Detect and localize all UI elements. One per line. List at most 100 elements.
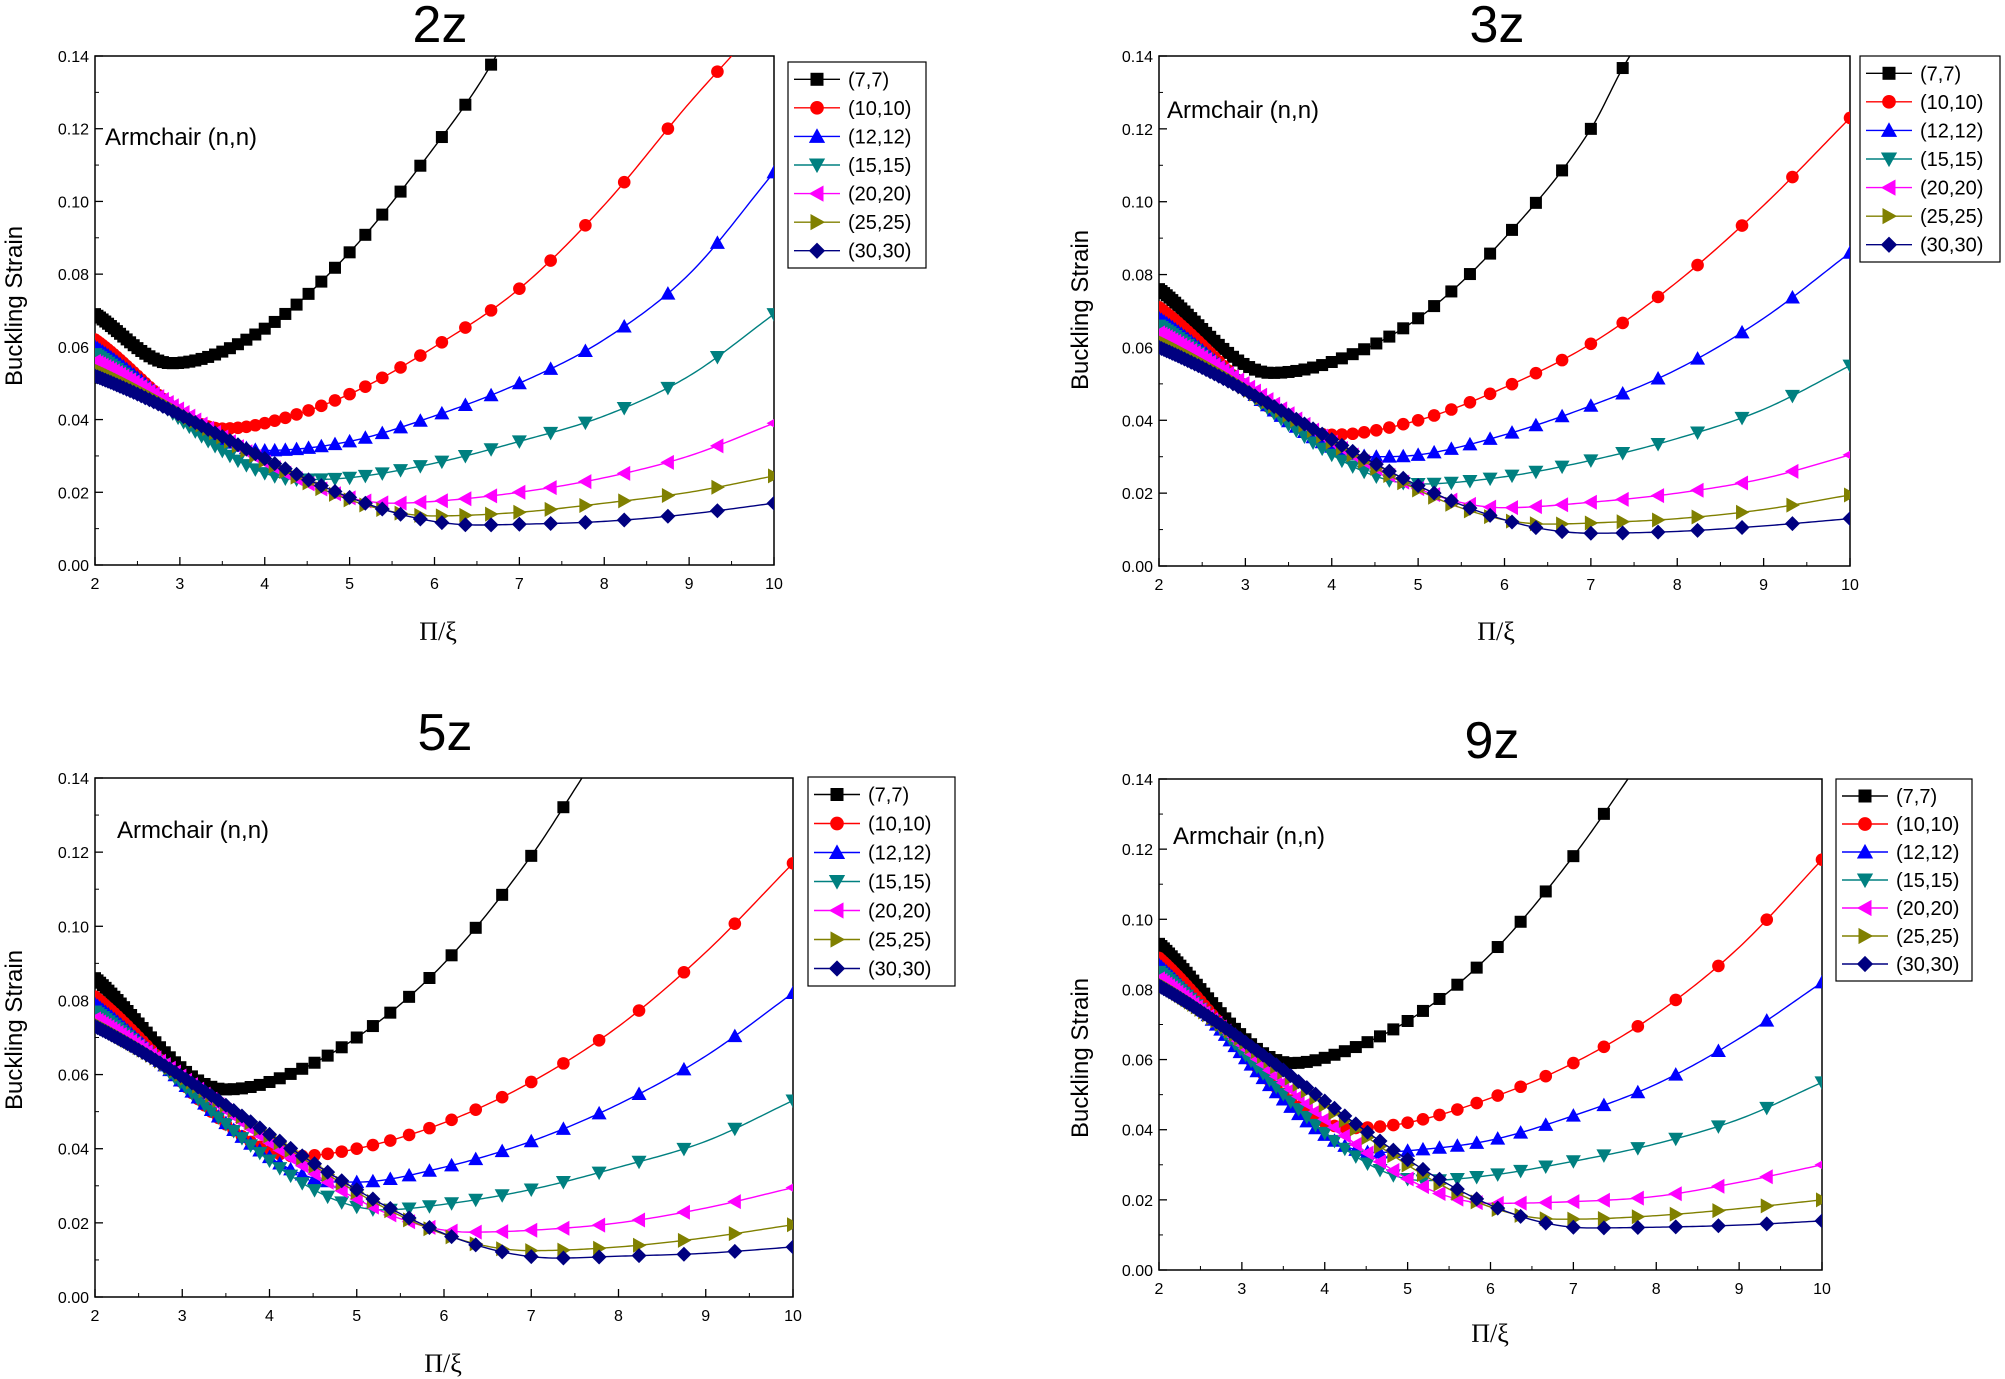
data-point — [1361, 1036, 1374, 1049]
data-point — [1842, 450, 1850, 460]
data-point — [1463, 268, 1476, 281]
data-point — [1337, 1108, 1353, 1124]
legend-label: (10,10) — [1920, 92, 1983, 114]
data-point — [1324, 448, 1340, 463]
data-point — [1630, 1084, 1646, 1099]
data-point — [374, 425, 390, 440]
series-line — [95, 313, 774, 481]
data-point — [349, 1191, 363, 1207]
data-point — [457, 397, 473, 412]
plot-area — [95, 778, 793, 1266]
data-point — [1504, 469, 1520, 484]
x-tick-label: 3 — [175, 576, 184, 593]
data-point — [617, 175, 631, 189]
data-point — [1690, 482, 1704, 498]
data-point — [262, 1126, 277, 1142]
y-tick-label: 0.00 — [58, 1290, 89, 1307]
data-point — [1416, 1113, 1430, 1126]
data-point — [1504, 514, 1520, 530]
data-point — [661, 487, 676, 503]
data-point — [294, 1148, 310, 1164]
data-point — [511, 375, 527, 390]
data-point — [1844, 487, 1850, 503]
x-tick-label: 2 — [1155, 1281, 1164, 1298]
data-point — [660, 286, 676, 300]
panel-title: 9z — [1465, 712, 1520, 770]
data-point — [434, 405, 450, 420]
data-point — [1325, 356, 1338, 368]
armchair-annotation: Armchair (n,n) — [1173, 823, 1325, 850]
data-point — [434, 493, 448, 509]
data-point — [766, 164, 774, 179]
data-point — [1428, 300, 1441, 313]
data-point — [494, 1244, 510, 1260]
data-point — [1491, 1089, 1505, 1102]
data-point — [557, 1057, 570, 1070]
data-point — [1555, 353, 1569, 367]
legend-label: (30,30) — [1920, 235, 1983, 257]
data-point — [1538, 1117, 1554, 1131]
data-point — [1736, 504, 1750, 520]
data-point — [1513, 1164, 1529, 1179]
y-axis-label: Buckling Strain — [1067, 978, 1094, 1138]
data-point — [1514, 915, 1527, 928]
data-point — [1652, 512, 1666, 528]
data-point — [1734, 324, 1750, 339]
data-point — [618, 493, 632, 509]
data-point — [631, 1212, 646, 1228]
x-tick-label: 2 — [91, 576, 100, 593]
data-point — [1345, 443, 1361, 459]
data-point — [1490, 1200, 1506, 1216]
data-point — [412, 511, 428, 527]
series-30-30 — [1159, 978, 1822, 1236]
data-point — [768, 468, 774, 484]
data-point — [1299, 1110, 1315, 1125]
legend-item: (20,20) — [1866, 178, 1983, 200]
x-tick-label: 10 — [765, 576, 783, 593]
data-point — [1583, 494, 1597, 510]
data-point — [302, 404, 315, 417]
legend-label: (7,7) — [1920, 63, 1961, 85]
data-point — [1712, 959, 1725, 973]
data-point — [394, 361, 407, 374]
data-point — [1734, 411, 1750, 426]
data-point — [307, 1184, 323, 1198]
data-point — [1484, 247, 1497, 260]
data-point — [1504, 425, 1520, 439]
data-point — [412, 494, 427, 510]
legend-item: (30,30) — [1842, 954, 1959, 976]
data-point — [393, 464, 409, 478]
data-point — [1505, 377, 1519, 391]
x-tick-label: 6 — [1500, 577, 1509, 594]
data-point — [384, 1134, 397, 1147]
data-point — [294, 1158, 309, 1174]
legend-swatch-marker — [1856, 899, 1872, 917]
legend-label: (10,10) — [868, 814, 931, 836]
data-point — [1668, 1132, 1684, 1147]
data-point — [677, 1232, 692, 1248]
data-point — [577, 416, 593, 431]
data-point — [660, 508, 676, 524]
legend-swatch-marker — [1858, 927, 1874, 945]
data-point — [1348, 1136, 1362, 1152]
legend-label: (12,12) — [1896, 842, 1959, 864]
data-point — [1314, 426, 1330, 442]
armchair-annotation: Armchair (n,n) — [117, 817, 269, 844]
y-tick-label: 0.04 — [58, 1142, 89, 1159]
y-tick-label: 0.06 — [1122, 1053, 1153, 1070]
legend: (7,7) (10,10) (12,12) (15,15) (20,20) (25,25)… — [1859, 55, 2001, 263]
x-tick-label: 4 — [265, 1308, 274, 1325]
series-20-20 — [95, 1011, 793, 1240]
data-point — [343, 387, 356, 401]
x-axis-label: Π/ξ — [1477, 617, 1515, 646]
data-point — [511, 516, 527, 532]
data-point — [766, 308, 774, 322]
data-point — [1482, 472, 1498, 487]
legend: (7,7) (10,10) (12,12) (15,15) (20,20) (25,25)… — [787, 61, 927, 269]
data-point — [591, 1249, 607, 1265]
legend-label: (10,10) — [848, 98, 911, 120]
x-tick-label: 5 — [1403, 1281, 1412, 1298]
y-tick-label: 0.12 — [58, 845, 89, 862]
x-tick-label: 7 — [527, 1308, 536, 1325]
x-tick-label: 4 — [260, 576, 269, 593]
